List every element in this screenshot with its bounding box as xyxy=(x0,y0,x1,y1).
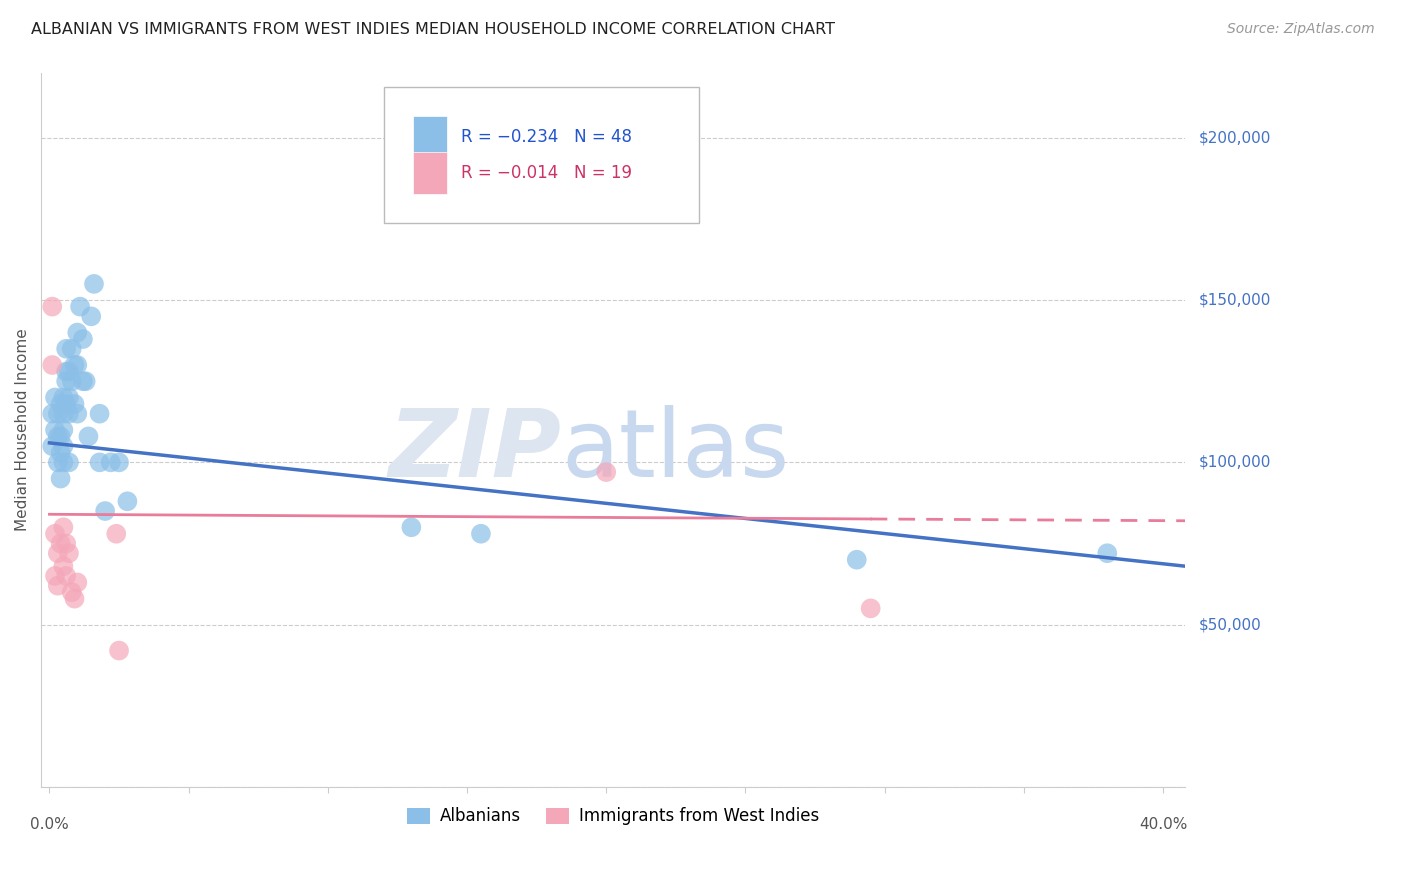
Point xyxy=(52,455,75,469)
Point xyxy=(44,423,66,437)
Point xyxy=(46,455,69,469)
Text: 0.0%: 0.0% xyxy=(30,817,69,832)
Point xyxy=(46,579,69,593)
Point xyxy=(44,526,66,541)
Point xyxy=(401,520,423,534)
Point xyxy=(46,429,69,443)
Point xyxy=(63,397,86,411)
Point xyxy=(66,575,89,590)
Point xyxy=(75,374,97,388)
Point xyxy=(69,300,91,314)
Point xyxy=(845,552,868,566)
Point xyxy=(80,310,103,324)
Point xyxy=(100,455,122,469)
Point xyxy=(44,569,66,583)
Point xyxy=(94,504,117,518)
Text: $50,000: $50,000 xyxy=(1199,617,1261,632)
Point xyxy=(52,391,75,405)
Text: $100,000: $100,000 xyxy=(1199,455,1271,470)
Point xyxy=(52,439,75,453)
Point xyxy=(55,536,77,550)
Point xyxy=(58,364,80,378)
FancyBboxPatch shape xyxy=(384,87,699,223)
Point xyxy=(58,546,80,560)
Text: $200,000: $200,000 xyxy=(1199,130,1271,145)
Point xyxy=(108,643,131,657)
Point xyxy=(49,445,72,459)
Point xyxy=(49,536,72,550)
Point xyxy=(60,342,83,356)
Point xyxy=(41,358,63,372)
Point xyxy=(58,455,80,469)
Point xyxy=(89,407,111,421)
Point xyxy=(1097,546,1119,560)
Point xyxy=(55,342,77,356)
Point xyxy=(41,300,63,314)
Legend: Albanians, Immigrants from West Indies: Albanians, Immigrants from West Indies xyxy=(399,801,827,832)
Point xyxy=(52,520,75,534)
Text: ZIP: ZIP xyxy=(389,405,561,498)
Point xyxy=(41,439,63,453)
Point xyxy=(117,494,139,508)
Point xyxy=(89,455,111,469)
Point xyxy=(72,374,94,388)
Y-axis label: Median Household Income: Median Household Income xyxy=(15,328,30,532)
Point xyxy=(58,391,80,405)
Point xyxy=(77,429,100,443)
Text: $150,000: $150,000 xyxy=(1199,293,1271,308)
Text: 40.0%: 40.0% xyxy=(1139,817,1187,832)
Text: R = −0.234   N = 48: R = −0.234 N = 48 xyxy=(461,128,633,146)
Text: ALBANIAN VS IMMIGRANTS FROM WEST INDIES MEDIAN HOUSEHOLD INCOME CORRELATION CHAR: ALBANIAN VS IMMIGRANTS FROM WEST INDIES … xyxy=(31,22,835,37)
Point xyxy=(108,455,131,469)
Point xyxy=(60,585,83,599)
FancyBboxPatch shape xyxy=(413,116,447,159)
Point xyxy=(55,374,77,388)
Text: Source: ZipAtlas.com: Source: ZipAtlas.com xyxy=(1227,22,1375,37)
Text: atlas: atlas xyxy=(561,405,790,498)
Point xyxy=(66,358,89,372)
Point xyxy=(595,465,617,479)
Point xyxy=(44,391,66,405)
Point xyxy=(49,429,72,443)
Point xyxy=(49,472,72,486)
Point xyxy=(52,423,75,437)
Point xyxy=(66,407,89,421)
Point xyxy=(58,407,80,421)
Point xyxy=(41,407,63,421)
Point xyxy=(470,526,492,541)
Point xyxy=(105,526,128,541)
Point xyxy=(46,546,69,560)
Point xyxy=(52,559,75,574)
Point xyxy=(55,397,77,411)
Point xyxy=(49,397,72,411)
Point xyxy=(52,407,75,421)
Point xyxy=(46,407,69,421)
Text: R = −0.014   N = 19: R = −0.014 N = 19 xyxy=(461,164,633,182)
Point xyxy=(60,374,83,388)
FancyBboxPatch shape xyxy=(413,152,447,194)
Point xyxy=(55,569,77,583)
Point xyxy=(83,277,105,291)
Point xyxy=(55,364,77,378)
Point xyxy=(72,332,94,346)
Point xyxy=(63,358,86,372)
Point xyxy=(63,591,86,606)
Point xyxy=(66,326,89,340)
Point xyxy=(859,601,882,615)
